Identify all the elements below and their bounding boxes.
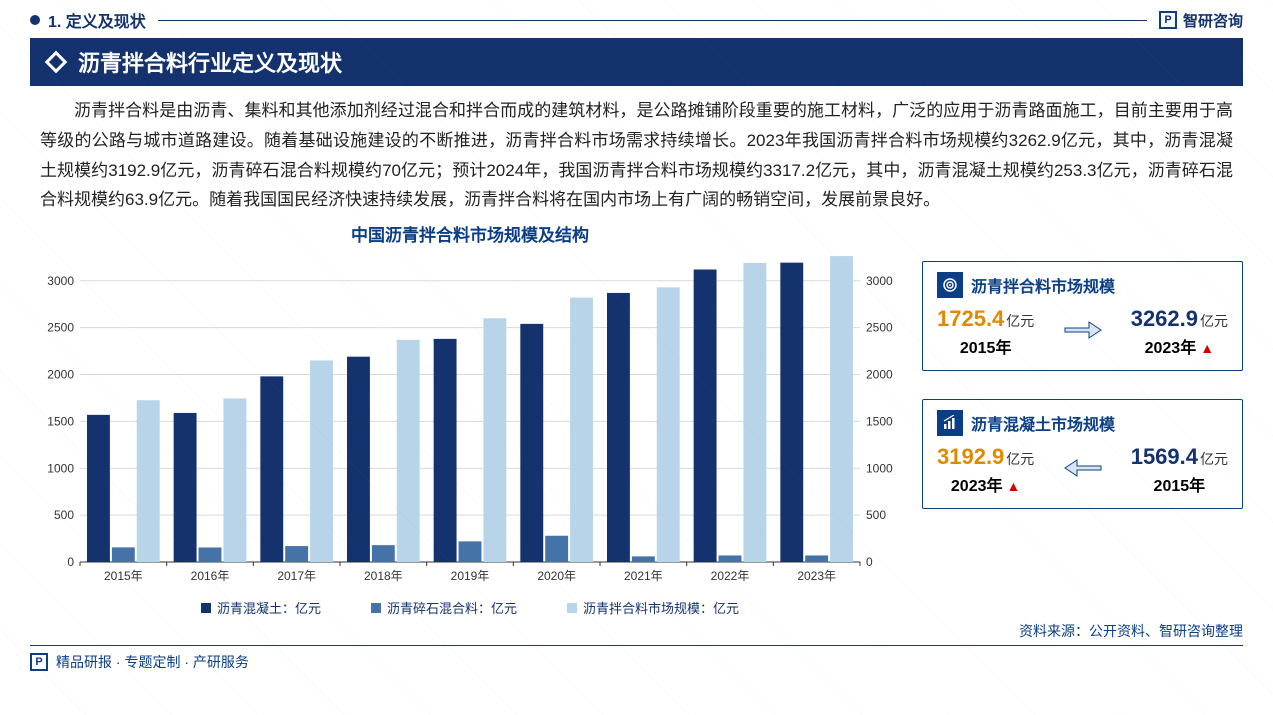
- footer-logo-icon: P: [30, 653, 48, 671]
- legend-label: 沥青碎石混合料：亿元: [387, 598, 517, 617]
- svg-text:2021年: 2021年: [624, 569, 663, 583]
- header-divider: [158, 20, 1147, 21]
- svg-text:500: 500: [866, 508, 886, 522]
- legend-item: 沥青拌合料市场规模：亿元: [567, 598, 739, 617]
- chart-title: 中国沥青拌合料市场规模及结构: [30, 221, 910, 246]
- svg-text:2000: 2000: [47, 368, 74, 382]
- svg-text:1500: 1500: [866, 414, 893, 428]
- section-label: 1. 定义及现状: [48, 8, 146, 32]
- svg-text:1500: 1500: [47, 414, 74, 428]
- svg-text:2500: 2500: [47, 321, 74, 335]
- legend-item: 沥青碎石混合料：亿元: [371, 598, 517, 617]
- arrow-left-icon: [1063, 456, 1103, 485]
- legend-swatch: [371, 603, 381, 613]
- section-bullet-icon: [30, 15, 40, 25]
- chart-legend: 沥青混凝土：亿元 沥青碎石混合料：亿元 沥青拌合料市场规模：亿元: [30, 598, 910, 617]
- svg-text:2023年: 2023年: [797, 569, 836, 583]
- metric: 1569.4亿元2015年: [1131, 444, 1228, 496]
- svg-text:3000: 3000: [866, 274, 893, 288]
- legend-item: 沥青混凝土：亿元: [201, 598, 321, 617]
- callout-title: 沥青混凝土市场规模: [971, 411, 1115, 435]
- svg-text:3000: 3000: [47, 274, 74, 288]
- brand-logo-icon: P: [1159, 11, 1177, 29]
- svg-text:2015年: 2015年: [104, 569, 143, 583]
- svg-text:0: 0: [866, 555, 873, 569]
- page-title: 沥青拌合料行业定义及现状: [78, 46, 342, 78]
- metric: 1725.4亿元2015年: [937, 306, 1034, 358]
- title-diamond-icon: [45, 51, 68, 74]
- metric-callout: 沥青拌合料市场规模 1725.4亿元2015年 3262.9亿元2023年▲: [922, 261, 1243, 371]
- metric-callout: 沥青混凝土市场规模 3192.9亿元2023年▲ 1569.4亿元2015年: [922, 399, 1243, 509]
- svg-text:1000: 1000: [47, 461, 74, 475]
- arrow-right-icon: [1063, 318, 1103, 347]
- metric: 3262.9亿元2023年▲: [1131, 306, 1228, 358]
- svg-text:2000: 2000: [866, 368, 893, 382]
- body-paragraph: 沥青拌合料是由沥青、集料和其他添加剂经过混合和拌合而成的建筑材料，是公路摊铺阶段…: [0, 86, 1273, 221]
- arrow-up-icon: ▲: [1200, 340, 1214, 356]
- grouped-bar-chart: 0 0 500 500 1000 1000 1500 1500 2000 2000 2500 2500…: [30, 252, 910, 592]
- arrow-up-icon: ▲: [1007, 478, 1021, 494]
- page-title-bar: 沥青拌合料行业定义及现状: [30, 38, 1243, 86]
- brand-name: 智研咨询: [1183, 10, 1243, 31]
- svg-text:2018年: 2018年: [364, 569, 403, 583]
- svg-text:2017年: 2017年: [277, 569, 316, 583]
- svg-text:2500: 2500: [866, 321, 893, 335]
- legend-swatch: [201, 603, 211, 613]
- data-source: 资料来源：公开资料、智研咨询整理: [0, 617, 1273, 641]
- target-icon: [937, 272, 963, 298]
- chart-up-icon: [937, 410, 963, 436]
- svg-text:2016年: 2016年: [191, 569, 230, 583]
- svg-text:500: 500: [54, 508, 74, 522]
- svg-text:2019年: 2019年: [451, 569, 490, 583]
- svg-text:2020年: 2020年: [537, 569, 576, 583]
- metric: 3192.9亿元2023年▲: [937, 444, 1034, 496]
- legend-label: 沥青拌合料市场规模：亿元: [583, 598, 739, 617]
- svg-text:2022年: 2022年: [711, 569, 750, 583]
- legend-label: 沥青混凝土：亿元: [217, 598, 321, 617]
- footer-text: 精品研报 · 专题定制 · 产研服务: [56, 652, 249, 672]
- callout-title: 沥青拌合料市场规模: [971, 273, 1115, 297]
- legend-swatch: [567, 603, 577, 613]
- svg-text:0: 0: [67, 555, 74, 569]
- svg-text:1000: 1000: [866, 461, 893, 475]
